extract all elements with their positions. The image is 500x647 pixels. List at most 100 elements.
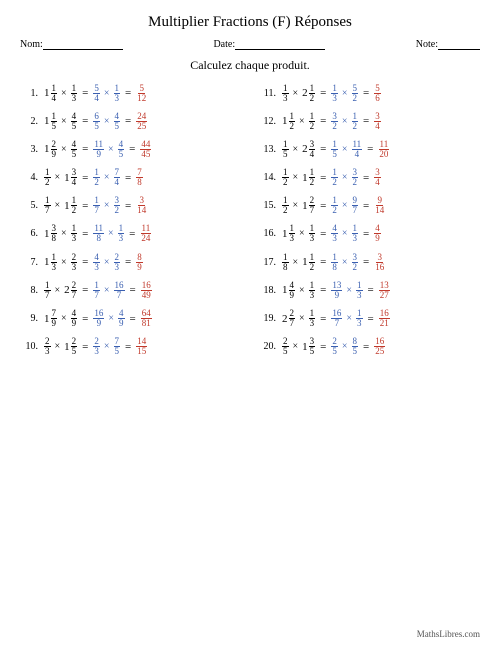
equals-sign: = [123, 200, 133, 212]
fraction: 25 [71, 337, 78, 356]
equals-sign: = [80, 341, 90, 353]
problem-number: 18. [258, 285, 276, 296]
fraction: 114 [352, 140, 363, 159]
fraction: 49 [374, 224, 381, 243]
fraction: 1327 [379, 281, 390, 300]
equals-sign: = [128, 313, 138, 325]
times-sign: × [103, 341, 111, 352]
problem-row: 10.23×125=23×75=1415 [20, 337, 242, 357]
fraction: 43 [93, 253, 100, 272]
problem-row: 4.12×134=12×74=78 [20, 168, 242, 188]
fraction: 13 [309, 224, 316, 243]
times-sign: × [292, 341, 300, 352]
mixed-number: 179 [44, 309, 57, 328]
fraction: 15 [331, 140, 338, 159]
problem-number: 17. [258, 257, 276, 268]
fraction: 13 [71, 84, 78, 103]
fraction: 25 [282, 337, 289, 356]
fraction: 49 [118, 309, 125, 328]
problem-columns: 1.114×13=54×13=5122.115×45=65×45=24253.1… [20, 83, 480, 365]
problem-number: 10. [20, 341, 38, 352]
fraction: 12 [309, 84, 316, 103]
equals-sign: = [361, 200, 371, 212]
times-sign: × [341, 228, 349, 239]
date-field: Date: [213, 39, 325, 50]
mixed-number: 234 [302, 140, 315, 159]
fraction: 13 [114, 84, 121, 103]
fraction: 13 [309, 281, 316, 300]
equals-sign: = [361, 341, 371, 353]
fraction: 17 [44, 281, 51, 300]
problem-number: 11. [258, 88, 276, 99]
problem-number: 19. [258, 313, 276, 324]
fraction: 34 [374, 168, 381, 187]
times-sign: × [54, 172, 62, 183]
times-sign: × [60, 257, 68, 268]
mixed-number: 112 [302, 168, 315, 187]
times-sign: × [103, 116, 111, 127]
fraction: 35 [309, 337, 316, 356]
equals-sign: = [361, 115, 371, 127]
equals-sign: = [80, 200, 90, 212]
equals-sign: = [318, 341, 328, 353]
times-sign: × [298, 116, 306, 127]
problem-row: 7.113×23=43×23=89 [20, 252, 242, 272]
equals-sign: = [361, 87, 371, 99]
fraction: 167 [331, 309, 342, 328]
expression: 18×112=18×32=316 [282, 253, 385, 272]
fraction: 14 [51, 84, 58, 103]
equals-sign: = [80, 313, 90, 325]
problem-number: 15. [258, 200, 276, 211]
fraction: 1649 [141, 281, 152, 300]
fraction: 13 [331, 84, 338, 103]
mixed-number: 227 [282, 309, 295, 328]
times-sign: × [341, 144, 349, 155]
equals-sign: = [366, 284, 376, 296]
problem-number: 3. [20, 144, 38, 155]
fraction: 15 [282, 140, 289, 159]
nom-field: Nom: [20, 39, 123, 50]
times-sign: × [107, 144, 115, 155]
equals-sign: = [361, 172, 371, 184]
times-sign: × [60, 144, 68, 155]
fraction: 6481 [141, 309, 152, 328]
equals-sign: = [123, 256, 133, 268]
fraction: 49 [71, 309, 78, 328]
problem-row: 19.227×13=167×13=1621 [258, 309, 480, 329]
fraction: 13 [51, 253, 58, 272]
equals-sign: = [80, 284, 90, 296]
fraction: 25 [331, 337, 338, 356]
times-sign: × [298, 285, 306, 296]
problem-row: 8.17×227=17×167=1649 [20, 280, 242, 300]
expression: 25×135=25×85=1625 [282, 337, 385, 356]
problem-number: 7. [20, 257, 38, 268]
times-sign: × [60, 228, 68, 239]
fraction: 54 [93, 84, 100, 103]
fraction: 15 [51, 112, 58, 131]
mixed-number: 149 [282, 281, 295, 300]
equals-sign: = [80, 87, 90, 99]
fraction: 34 [309, 140, 316, 159]
equals-sign: = [80, 115, 90, 127]
fraction: 12 [331, 168, 338, 187]
problem-number: 4. [20, 172, 38, 183]
fraction: 1625 [374, 337, 385, 356]
equals-sign: = [318, 284, 328, 296]
equals-sign: = [128, 284, 138, 296]
times-sign: × [60, 313, 68, 324]
problem-number: 12. [258, 116, 276, 127]
fraction: 13 [71, 224, 78, 243]
fraction: 13 [289, 224, 296, 243]
equals-sign: = [365, 143, 375, 155]
times-sign: × [54, 341, 62, 352]
mixed-number: 138 [44, 224, 57, 243]
problem-row: 17. 18×112=18×32=316 [258, 252, 480, 272]
equals-sign: = [80, 172, 90, 184]
expression: 179×49=169×49=6481 [44, 309, 152, 328]
problem-row: 6.138×13=118×13=1124 [20, 224, 242, 244]
problem-row: 14.12×112=12×32=34 [258, 168, 480, 188]
footer-credit: MathsLibres.com [417, 629, 480, 639]
expression: 113×23=43×23=89 [44, 253, 143, 272]
problem-number: 1. [20, 88, 38, 99]
fraction: 914 [374, 196, 385, 215]
